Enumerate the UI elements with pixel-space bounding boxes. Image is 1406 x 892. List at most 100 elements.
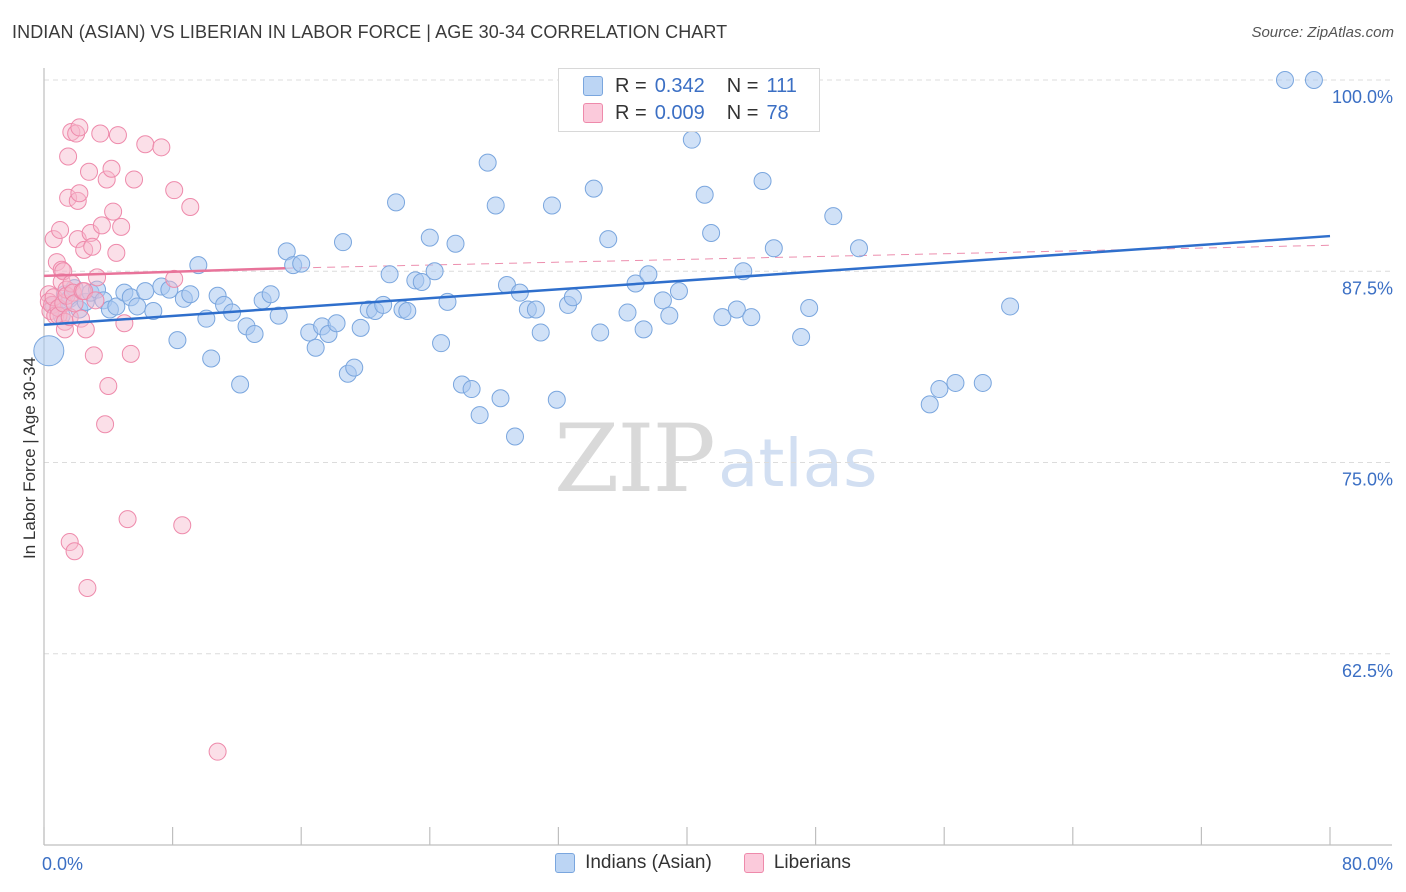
data-point-indians [486, 196, 505, 215]
data-point-liberians [181, 197, 200, 216]
data-point-indians [245, 324, 264, 343]
data-point-liberians [118, 510, 137, 529]
data-point-liberians [92, 216, 111, 235]
data-point-indians [1304, 71, 1323, 89]
data-point-indians [753, 171, 772, 190]
data-point-indians [462, 380, 481, 399]
data-point-indians [764, 239, 783, 258]
y-axis-label: In Labor Force | Age 30-34 [20, 357, 39, 559]
data-point-indians [531, 323, 550, 342]
data-point-liberians [102, 159, 121, 178]
y-tick-label: 62.5% [1342, 661, 1393, 681]
data-point-liberians [78, 578, 97, 597]
data-point-liberians [51, 220, 70, 239]
data-point-indians [333, 233, 352, 252]
data-point-indians [669, 282, 688, 301]
legend-row-liberians: R = 0.009 N = 78 [583, 100, 789, 126]
data-point-indians [824, 207, 843, 226]
legend-swatch-pink [583, 103, 603, 123]
data-point-indians [547, 390, 566, 409]
data-point-liberians [80, 162, 99, 181]
data-point-indians [446, 234, 465, 253]
data-point-liberians [70, 118, 89, 137]
data-point-indians [850, 239, 869, 258]
data-point-liberians [115, 314, 134, 333]
data-point-indians [168, 331, 187, 350]
y-tick-label: 100.0% [1332, 87, 1393, 107]
data-point-indians [920, 395, 939, 414]
legend-item-indians[interactable]: Indians (Asian) [555, 852, 712, 874]
n-label: N = [726, 74, 759, 97]
data-point-indians [345, 358, 364, 377]
data-point-indians [160, 280, 179, 299]
data-point-indians [682, 130, 701, 149]
data-point-liberians [165, 269, 184, 288]
data-point-indians [702, 224, 721, 242]
legend-item-liberians[interactable]: Liberians [743, 852, 851, 874]
n-label: N = [726, 101, 759, 124]
data-point-indians [398, 302, 417, 321]
data-point-indians [1001, 297, 1020, 316]
data-point-liberians [65, 542, 84, 561]
data-point-indians [505, 427, 524, 446]
data-point-indians [792, 328, 811, 347]
data-point-indians [478, 153, 497, 172]
watermark-atlas: atlas [718, 425, 878, 502]
legend-swatch-blue [583, 76, 603, 96]
data-point-indians [202, 349, 221, 368]
data-point-indians [742, 308, 761, 327]
n-value: 111 [766, 74, 797, 97]
x-tick-label: 80.0% [1342, 854, 1393, 874]
data-point-indians [189, 256, 208, 275]
data-point-liberians [59, 188, 78, 207]
legend-swatch-pink [743, 853, 764, 873]
data-point-indians [695, 185, 714, 204]
data-point-liberians [136, 135, 155, 154]
data-point-indians [292, 254, 311, 273]
data-point-liberians [173, 516, 192, 535]
data-point-indians [713, 308, 732, 327]
r-label: R = [615, 74, 647, 97]
y-tick-label: 75.0% [1342, 470, 1393, 490]
data-point-indians [432, 334, 451, 353]
data-point-liberians [152, 138, 171, 157]
data-point-indians [563, 288, 582, 307]
data-point-liberians [84, 346, 103, 365]
data-point-liberians [86, 291, 105, 310]
data-point-liberians [125, 170, 144, 189]
legend-row-indians: R = 0.342 N = 111 [583, 73, 797, 99]
data-point-liberians [83, 237, 102, 256]
data-point-liberians [165, 181, 184, 200]
n-value: 78 [766, 101, 789, 124]
r-value: 0.009 [654, 101, 705, 124]
data-point-indians [181, 285, 200, 304]
data-point-liberians [59, 147, 78, 166]
data-point-indians [387, 193, 406, 212]
data-point-indians [380, 265, 399, 284]
legend-label: Indians (Asian) [585, 852, 712, 873]
data-point-indians [144, 302, 163, 321]
data-point-indians [973, 373, 992, 392]
data-point-indians [351, 318, 370, 337]
watermark-zip: ZIP [554, 405, 716, 514]
data-point-indians [470, 406, 489, 425]
data-point-indians [491, 389, 510, 408]
data-point-indians [542, 196, 561, 215]
data-point-indians [374, 295, 393, 314]
data-point-indians [653, 291, 672, 310]
data-point-indians [930, 380, 949, 399]
data-point-liberians [108, 126, 127, 145]
data-point-indians [128, 297, 147, 316]
data-point-indians [1275, 71, 1294, 89]
correlation-legend: R = 0.342 N = 111 R = 0.009 N = 78 [558, 68, 820, 132]
data-point-liberians [68, 191, 87, 210]
data-point-indians [599, 230, 618, 249]
chart-title: INDIAN (ASIAN) VS LIBERIAN IN LABOR FORC… [12, 22, 728, 42]
data-point-indians [660, 306, 679, 325]
data-point-liberians [208, 742, 227, 761]
trendline-indians [43, 234, 1331, 327]
data-point-liberians [112, 217, 131, 236]
data-point-indians [584, 179, 603, 198]
data-point-liberians [99, 377, 118, 395]
x-tick-label: 0.0% [42, 854, 83, 874]
